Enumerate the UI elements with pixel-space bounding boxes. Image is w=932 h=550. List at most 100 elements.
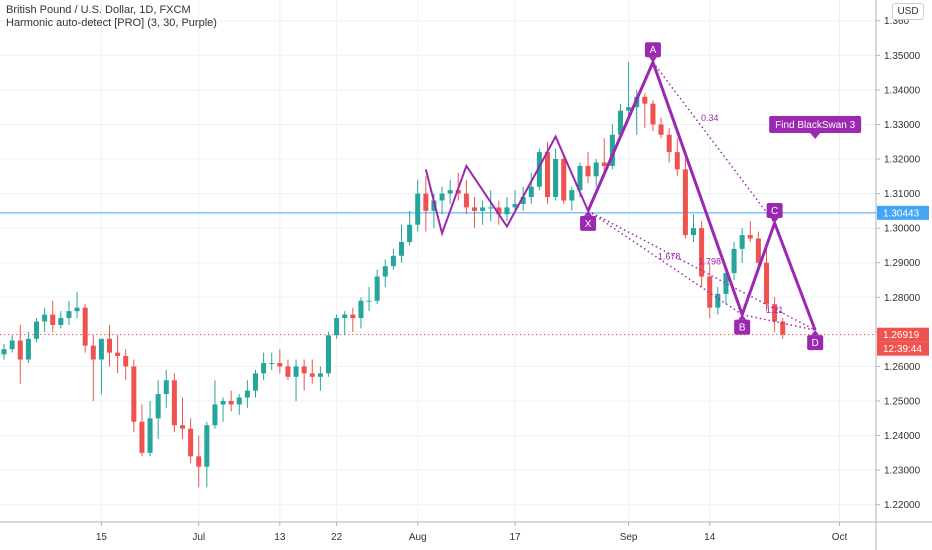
y-tick-label: 1.30000 (884, 224, 921, 235)
candle-body (106, 338, 113, 353)
candle-body (415, 193, 421, 225)
price-label-text: 1.30443 (883, 208, 920, 219)
candle-body (617, 110, 624, 135)
y-tick-label: 1.32000 (884, 155, 921, 166)
pattern-point-x: X (580, 210, 597, 231)
candle-body (342, 314, 348, 319)
candle-body (33, 321, 40, 339)
candle-body (317, 373, 323, 377)
candle-body (544, 152, 551, 198)
x-tick-label: Oct (832, 532, 848, 543)
candle-body (269, 362, 275, 364)
candle-body (131, 366, 137, 422)
x-tick-label: Sep (620, 532, 638, 543)
candle-body (212, 404, 218, 426)
pattern-ratio-line (742, 313, 816, 331)
candle-body (309, 373, 315, 377)
candle-body (82, 307, 88, 346)
point-badge-pointer (738, 314, 747, 320)
zigzag-line (424, 134, 589, 237)
candle-body (139, 421, 145, 453)
candle-body (285, 366, 291, 377)
candle-body (690, 228, 697, 236)
point-label: A (650, 45, 657, 56)
candle-body (455, 190, 461, 194)
point-badge (807, 335, 824, 351)
candle-body (293, 366, 299, 377)
y-tick-label: 1.29000 (884, 258, 921, 269)
candle-body (390, 255, 396, 267)
candle-body (25, 338, 31, 360)
candle-body (439, 193, 445, 201)
candle-body (463, 193, 469, 208)
candle-body (261, 362, 267, 374)
y-tick-label: 1.23000 (884, 466, 921, 477)
candle-body (90, 345, 96, 360)
candle-body (115, 352, 121, 357)
candle-body (252, 373, 259, 391)
candle-body (601, 162, 607, 166)
candle-body (74, 307, 80, 312)
candle-body (561, 159, 567, 201)
candle-body (171, 380, 177, 426)
y-tick-label: 1.26000 (884, 362, 921, 373)
candle-body (147, 418, 153, 453)
point-badge-pointer (584, 210, 593, 216)
x-tick-label: 14 (704, 532, 716, 543)
candle-body (42, 314, 48, 322)
candle-body (569, 190, 575, 201)
candle-body (228, 401, 234, 405)
candle-body (407, 224, 413, 242)
currency-button[interactable]: USD (892, 3, 924, 20)
candle-body (277, 362, 283, 367)
y-tick-label: 1.35000 (884, 51, 921, 62)
price-label-text: 1.26919 (883, 330, 920, 341)
point-label: X (585, 219, 592, 230)
y-tick-label: 1.24000 (884, 431, 921, 442)
candle-body (188, 428, 194, 457)
candle-body (244, 390, 250, 398)
candle-body (650, 103, 656, 125)
candle-body (723, 273, 729, 294)
price-label-box (877, 205, 929, 220)
point-badge (644, 42, 661, 58)
y-tick-label: 1.34000 (884, 85, 921, 96)
candle-body (682, 169, 688, 236)
y-tick-label: 1.22000 (884, 500, 921, 511)
candle-body (520, 197, 526, 204)
point-badge-pointer (770, 217, 779, 223)
candle-body (780, 321, 786, 335)
candle-body (236, 397, 242, 405)
point-badge-pointer (811, 330, 820, 336)
candle-body (366, 300, 372, 302)
candle-body (471, 207, 478, 211)
pattern-ratio-label: 1.678 (658, 251, 681, 261)
candle-body (504, 207, 510, 215)
candle-body (179, 425, 186, 429)
candle-body (699, 228, 705, 277)
x-tick-label: 17 (509, 532, 521, 543)
candle-body (577, 165, 583, 191)
pattern-ratio-label: 1.21 (766, 305, 784, 315)
candle-body (50, 314, 56, 325)
candle-body (98, 338, 104, 360)
candle-body (325, 335, 332, 374)
x-tick-label: Aug (409, 532, 427, 543)
callout-box (769, 115, 862, 133)
candle-body (496, 207, 502, 215)
price-label-box (877, 327, 929, 342)
pattern-point-b: B (734, 314, 751, 335)
candle-body (17, 340, 23, 360)
x-tick-label: 15 (96, 532, 108, 543)
candle-body (488, 207, 494, 209)
point-label: B (739, 323, 746, 334)
candle-body (585, 165, 591, 177)
candle-body (334, 318, 340, 336)
y-tick-label: 1.28000 (884, 293, 921, 304)
candle-body (674, 152, 680, 170)
candle-body (58, 318, 64, 325)
candle-body (204, 425, 210, 467)
y-tick-label: 1.360 (884, 16, 909, 27)
y-tick-label: 1.31000 (884, 189, 921, 200)
